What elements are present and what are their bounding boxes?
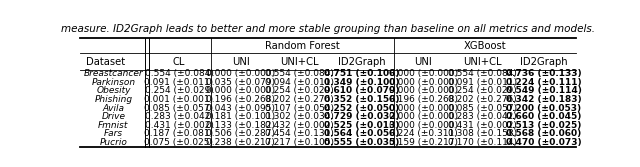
Text: XGBoost: XGBoost (463, 41, 506, 51)
Text: 0.196 (±0.268): 0.196 (±0.268) (206, 95, 275, 104)
Text: 0.133 (±0.182): 0.133 (±0.182) (206, 121, 275, 130)
Text: 0.075 (±0.025): 0.075 (±0.025) (145, 138, 214, 147)
Text: 0.736 (±0.133): 0.736 (±0.133) (506, 69, 582, 78)
Text: 0.254 (±0.029): 0.254 (±0.029) (145, 87, 213, 96)
Text: Pucrio: Pucrio (99, 138, 127, 147)
Text: 0.308 (±0.158): 0.308 (±0.158) (447, 129, 516, 138)
Text: 0.751 (±0.106): 0.751 (±0.106) (324, 69, 399, 78)
Text: 0.091 (±0.011): 0.091 (±0.011) (145, 78, 214, 87)
Text: 0.035 (±0.079): 0.035 (±0.079) (206, 78, 275, 87)
Text: Dataset: Dataset (86, 56, 125, 66)
Text: 0.000 (±0.000): 0.000 (±0.000) (388, 104, 458, 113)
Text: 0.000 (±0.000): 0.000 (±0.000) (388, 87, 458, 96)
Text: UNI+CL: UNI+CL (463, 56, 502, 66)
Text: 0.564 (±0.056): 0.564 (±0.056) (324, 129, 399, 138)
Text: 0.217 (±0.105): 0.217 (±0.105) (265, 138, 334, 147)
Text: 0.525 (±0.013): 0.525 (±0.013) (324, 121, 399, 130)
Text: 0.170 (±0.114): 0.170 (±0.114) (448, 138, 516, 147)
Text: 0.238 (±0.217): 0.238 (±0.217) (206, 138, 275, 147)
Text: 0.000 (±0.000): 0.000 (±0.000) (206, 69, 275, 78)
Text: 0.252 (±0.050): 0.252 (±0.050) (324, 104, 399, 113)
Text: 0.085 (±0.057): 0.085 (±0.057) (447, 104, 516, 113)
Text: 0.187 (±0.081): 0.187 (±0.081) (145, 129, 214, 138)
Text: 0.432 (±0.002): 0.432 (±0.002) (266, 121, 334, 130)
Text: 0.555 (±0.035): 0.555 (±0.035) (324, 138, 399, 147)
Text: Phishing: Phishing (94, 95, 132, 104)
Text: 0.342 (±0.183): 0.342 (±0.183) (506, 95, 582, 104)
Text: 0.202 (±0.276): 0.202 (±0.276) (448, 95, 516, 104)
Text: 0.729 (±0.032): 0.729 (±0.032) (324, 112, 399, 121)
Text: 0.554 (±0.084): 0.554 (±0.084) (266, 69, 334, 78)
Text: 0.554 (±0.084): 0.554 (±0.084) (145, 69, 213, 78)
Text: ID2Graph: ID2Graph (337, 56, 385, 66)
Text: 0.107 (±0.054): 0.107 (±0.054) (265, 104, 334, 113)
Text: 0.454 (±0.131): 0.454 (±0.131) (266, 129, 334, 138)
Text: 0.254 (±0.029): 0.254 (±0.029) (448, 87, 516, 96)
Text: 0.254 (±0.029): 0.254 (±0.029) (266, 87, 334, 96)
Text: 0.549 (±0.114): 0.549 (±0.114) (506, 87, 582, 96)
Text: UNI: UNI (232, 56, 250, 66)
Text: 0.283 (±0.042): 0.283 (±0.042) (448, 112, 516, 121)
Text: 0.431 (±0.002): 0.431 (±0.002) (145, 121, 213, 130)
Text: Drive: Drive (101, 112, 125, 121)
Text: 0.431 (±0.002): 0.431 (±0.002) (448, 121, 516, 130)
Text: 0.554 (±0.084): 0.554 (±0.084) (448, 69, 516, 78)
Text: 0.000 (±0.000): 0.000 (±0.000) (388, 121, 458, 130)
Text: 0.349 (±0.100): 0.349 (±0.100) (324, 78, 399, 87)
Text: 0.568 (±0.060): 0.568 (±0.060) (506, 129, 582, 138)
Text: 0.001 (±0.001): 0.001 (±0.001) (145, 95, 214, 104)
Text: 0.094 (±0.011): 0.094 (±0.011) (265, 78, 334, 87)
Text: 0.000 (±0.000): 0.000 (±0.000) (206, 87, 275, 96)
Text: 0.224 (±0.111): 0.224 (±0.111) (506, 78, 582, 87)
Text: 0.000 (±0.000): 0.000 (±0.000) (388, 78, 458, 87)
Text: 0.283 (±0.042): 0.283 (±0.042) (145, 112, 213, 121)
Text: Breastcancer: Breastcancer (84, 69, 143, 78)
Text: 0.196 (±0.268): 0.196 (±0.268) (388, 95, 458, 104)
Text: 0.000 (±0.000): 0.000 (±0.000) (388, 112, 458, 121)
Text: 0.200 (±0.053): 0.200 (±0.053) (506, 104, 581, 113)
Text: ID2Graph: ID2Graph (520, 56, 568, 66)
Text: 0.506 (±0.287): 0.506 (±0.287) (206, 129, 275, 138)
Text: 0.085 (±0.057): 0.085 (±0.057) (145, 104, 214, 113)
Text: 0.181 (±0.101): 0.181 (±0.101) (206, 112, 275, 121)
Text: 0.202 (±0.276): 0.202 (±0.276) (266, 95, 334, 104)
Text: Random Forest: Random Forest (265, 41, 340, 51)
Text: Avila: Avila (102, 104, 124, 113)
Text: UNI: UNI (414, 56, 432, 66)
Text: Parkinson: Parkinson (92, 78, 136, 87)
Text: 0.513 (±0.025): 0.513 (±0.025) (506, 121, 582, 130)
Text: 0.352 (±0.156): 0.352 (±0.156) (324, 95, 399, 104)
Text: UNI+CL: UNI+CL (280, 56, 319, 66)
Text: 0.091 (±0.011): 0.091 (±0.011) (447, 78, 516, 87)
Text: Fars: Fars (104, 129, 123, 138)
Text: 0.610 (±0.079): 0.610 (±0.079) (324, 87, 399, 96)
Text: 0.159 (±0.217): 0.159 (±0.217) (388, 138, 458, 147)
Text: 0.043 (±0.095): 0.043 (±0.095) (206, 104, 275, 113)
Text: 0.660 (±0.045): 0.660 (±0.045) (506, 112, 582, 121)
Text: CL: CL (173, 56, 185, 66)
Text: 0.470 (±0.073): 0.470 (±0.073) (506, 138, 582, 147)
Text: 0.224 (±0.311): 0.224 (±0.311) (388, 129, 458, 138)
Text: measure. ID2Graph leads to better and more stable grouping than baseline on all : measure. ID2Graph leads to better and mo… (61, 24, 595, 34)
Text: 0.000 (±0.000): 0.000 (±0.000) (388, 69, 458, 78)
Text: 0.302 (±0.034): 0.302 (±0.034) (266, 112, 334, 121)
Text: Fmnist: Fmnist (98, 121, 129, 130)
Text: Obesity: Obesity (96, 87, 131, 96)
